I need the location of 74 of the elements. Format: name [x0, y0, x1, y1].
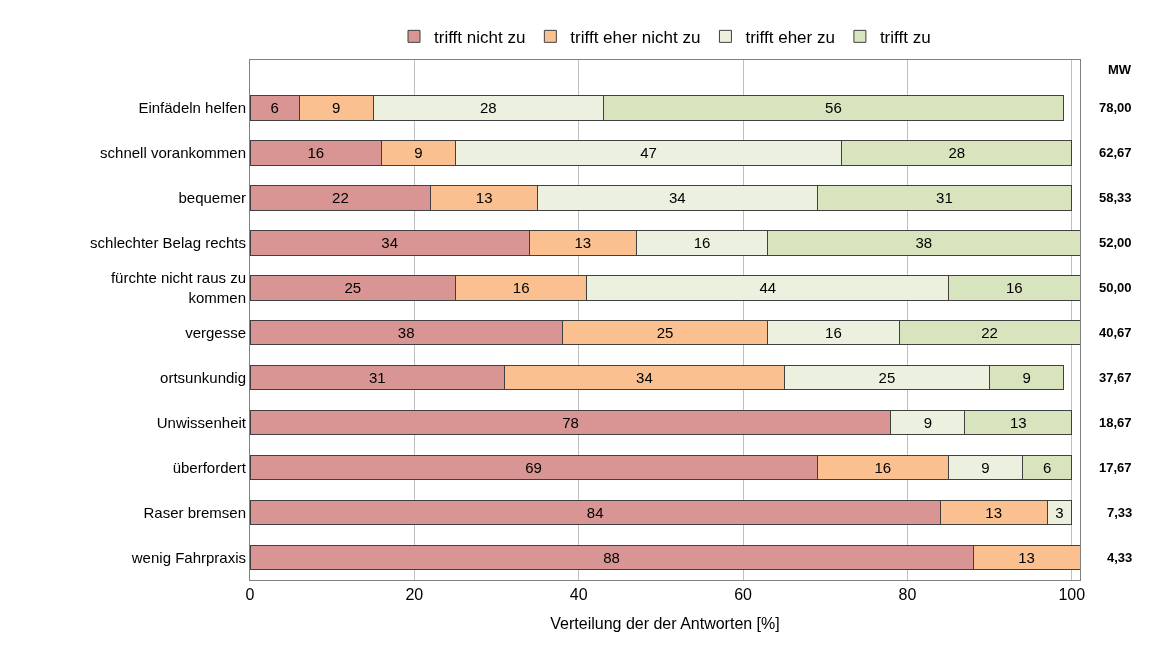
text: 7,33 [1107, 505, 1133, 520]
text: 40,67 [1099, 325, 1132, 340]
data-label: 22 [981, 324, 998, 342]
data-label: 69 [525, 459, 542, 477]
data-label: 22 [332, 189, 349, 207]
text: MW [1108, 62, 1132, 77]
x-tick-label: 80 [898, 586, 917, 604]
text: 52,00 [1099, 235, 1132, 250]
data-label: 13 [1010, 414, 1027, 432]
data-label: 13 [574, 234, 592, 252]
text: 4,33 [1107, 550, 1133, 565]
data-label: 9 [414, 144, 423, 162]
data-label: 34 [636, 369, 653, 387]
data-label: 9 [923, 414, 933, 432]
y-tick-label: bequemer [178, 188, 246, 206]
data-label: 16 [693, 234, 711, 252]
legend-label: trifft eher zu [745, 27, 835, 47]
y-tick-label: schlechter Belag rechts [90, 233, 246, 251]
y-tick-label: vergesse [185, 323, 246, 341]
x-tick-label: 100 [1058, 586, 1086, 604]
data-label: 9 [332, 99, 341, 117]
x-tick-label: 40 [569, 586, 588, 604]
text: 50,00 [1099, 280, 1132, 295]
x-axis-title: Verteilung der der Antworten [%] [550, 614, 780, 632]
data-label: 16 [1005, 279, 1023, 297]
y-tick-label: ortsunkundig [160, 368, 246, 386]
text: 17,67 [1099, 460, 1132, 475]
data-label: 78 [562, 414, 579, 432]
y-tick-label: schnell vorankommen [100, 143, 246, 161]
data-label: 16 [512, 279, 530, 297]
legend-label: trifft eher nicht zu [570, 27, 701, 47]
data-label: 3 [1055, 504, 1064, 522]
data-label: 88 [603, 549, 620, 567]
data-label: 38 [915, 234, 933, 252]
x-tick-label: 60 [734, 586, 753, 604]
data-label: 31 [369, 369, 386, 387]
x-tick-label: 0 [245, 586, 255, 604]
text: 37,67 [1099, 370, 1132, 385]
data-label: 47 [640, 144, 657, 162]
y-tick-label: fürchte nicht raus zu kommen [110, 269, 246, 306]
data-label: 16 [825, 324, 842, 342]
y-tick-label: wenig Fahrpraxis [130, 548, 246, 566]
text: 18,67 [1099, 415, 1132, 430]
data-label: 28 [479, 99, 497, 117]
x-tick-label: 20 [405, 586, 424, 604]
data-label: 44 [759, 279, 777, 297]
data-label: 56 [825, 99, 842, 117]
data-label: 25 [656, 324, 674, 342]
data-label: 6 [270, 99, 279, 117]
y-tick-label: Unwissenheit [156, 413, 247, 431]
data-label: 6 [1042, 459, 1052, 477]
data-label: 31 [936, 189, 953, 207]
data-label: 34 [381, 234, 399, 252]
data-label: 25 [344, 279, 362, 297]
y-tick-label: Einfädeln helfen [138, 98, 246, 116]
data-label: 9 [981, 459, 990, 477]
legend-label: trifft nicht zu [434, 27, 526, 47]
text: 58,33 [1099, 190, 1132, 205]
y-tick-label: überfordert [172, 458, 247, 476]
data-label: 28 [948, 144, 966, 162]
data-label: 9 [1022, 369, 1031, 387]
data-label: 13 [985, 504, 1003, 522]
text: 62,67 [1099, 145, 1132, 160]
data-label: 16 [307, 144, 325, 162]
data-label: 13 [475, 189, 493, 207]
data-label: 25 [878, 369, 896, 387]
data-label: 84 [586, 504, 604, 522]
y-tick-label: Raser bremsen [143, 503, 246, 521]
legend-label: trifft zu [879, 27, 931, 47]
data-label: 13 [1018, 549, 1035, 567]
data-label: 16 [874, 459, 892, 477]
data-label: 38 [397, 324, 415, 342]
data-label: 34 [668, 189, 686, 207]
text: 78,00 [1099, 100, 1132, 115]
